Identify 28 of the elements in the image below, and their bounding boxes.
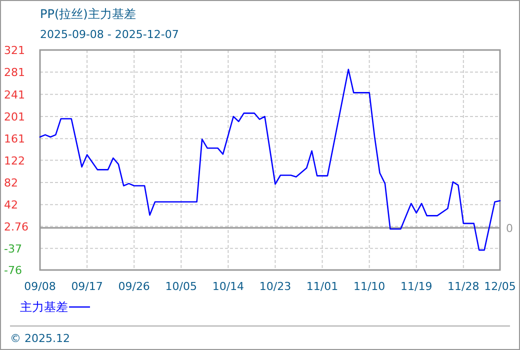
chart-title: PP(拉丝)主力基差 xyxy=(40,7,136,21)
y-tick-label: 321 xyxy=(4,44,25,57)
x-tick-label: 10/14 xyxy=(212,280,244,293)
line-series xyxy=(39,68,501,251)
y-tick-label: 281 xyxy=(4,66,25,80)
ref-line-label: 0 xyxy=(506,222,513,235)
x-tick-label: 11/10 xyxy=(353,280,386,293)
y-tick-label: 42 xyxy=(4,198,18,212)
x-tick-label: 10/05 xyxy=(165,280,197,293)
y-tick-label: -76 xyxy=(4,264,22,277)
y-tick-label: 161 xyxy=(4,132,25,146)
x-tick-label: 10/23 xyxy=(259,280,292,293)
x-tick-label: 11/01 xyxy=(306,280,338,293)
x-tick-label: 11/28 xyxy=(448,280,480,293)
y-tick-label: 122 xyxy=(4,154,25,168)
x-tick-label: 09/26 xyxy=(118,280,150,293)
y-tick-label: 201 xyxy=(4,110,25,124)
y-tick-label: 82 xyxy=(4,176,18,190)
x-tick-label: 09/08 xyxy=(24,280,56,293)
text: © 2025.12 xyxy=(10,332,70,345)
x-tick-label: 11/19 xyxy=(400,280,432,293)
legend-label: 主力基差 xyxy=(20,300,68,314)
y-tick-label: -37 xyxy=(4,242,22,256)
chart-subtitle: 2025-09-08 - 2025-12-07 xyxy=(40,28,179,41)
x-tick-label: 09/17 xyxy=(71,280,103,293)
y-tick-label: 2.76 xyxy=(4,220,28,234)
x-tick-label: 12/05 xyxy=(484,280,516,293)
y-tick-label: 241 xyxy=(4,88,25,102)
